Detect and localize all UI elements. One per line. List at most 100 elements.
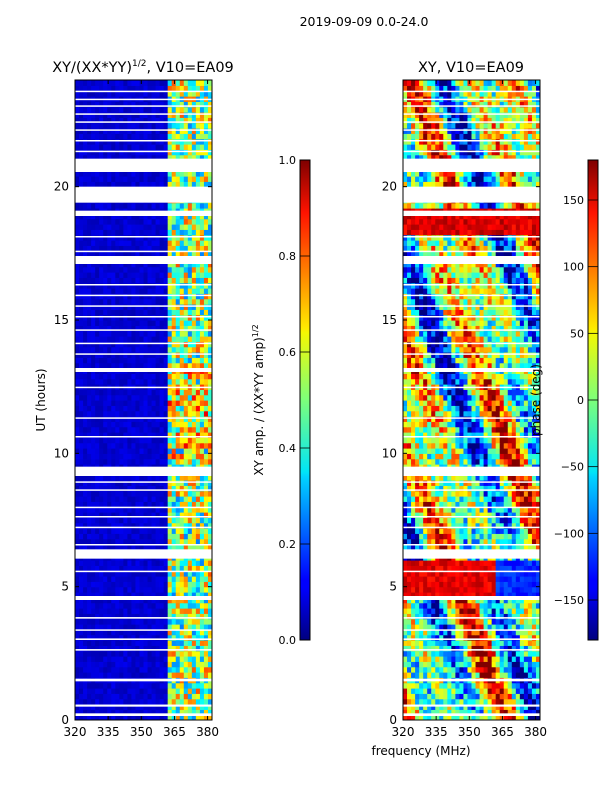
heatmap-cell (115, 293, 120, 300)
heatmap-cell (107, 437, 112, 444)
phase-panel-title: XY, V10=EA09 (418, 60, 524, 76)
heatmap-cell (103, 480, 108, 486)
heatmap-cell (523, 709, 529, 716)
heatmap-cell (155, 410, 161, 417)
heatmap-cell (123, 586, 128, 593)
heatmap-cell (183, 656, 189, 662)
heatmap-cell (155, 490, 161, 497)
heatmap-cell (195, 272, 201, 278)
heatmap-cell (115, 426, 120, 433)
heatmap-cell (147, 405, 153, 412)
heatmap-cell (131, 352, 137, 358)
heatmap-cell (135, 618, 141, 625)
heatmap-cell (143, 272, 149, 278)
heatmap-cell (455, 640, 461, 646)
heatmap-cell (79, 688, 84, 694)
heatmap-cell (91, 106, 96, 113)
heatmap-cell (467, 592, 473, 598)
heatmap-cell (123, 170, 128, 177)
heatmap-cell (207, 544, 212, 550)
heatmap-cell (143, 117, 149, 124)
heatmap-cell (199, 101, 205, 108)
heatmap-cell (515, 693, 521, 700)
heatmap-cell (103, 304, 108, 310)
heatmap-cell (111, 698, 116, 705)
heatmap-cell (119, 181, 124, 188)
heatmap-cell (191, 570, 197, 577)
heatmap-cell (435, 650, 440, 657)
heatmap-cell (415, 634, 420, 641)
heatmap-cell (99, 650, 104, 657)
heatmap-cell (151, 245, 157, 252)
heatmap-cell (159, 501, 165, 508)
heatmap-cell (455, 709, 461, 716)
heatmap-cell (131, 149, 137, 156)
heatmap-cell (95, 112, 100, 118)
heatmap-cell (79, 277, 84, 284)
heatmap-cell (183, 437, 189, 444)
heatmap-cell (167, 229, 173, 236)
heatmap-cell (91, 293, 96, 300)
heatmap-cell (199, 656, 205, 662)
heatmap-cell (91, 528, 96, 534)
heatmap-cell (187, 122, 193, 129)
heatmap-cell (123, 117, 128, 124)
heatmap-cell (155, 90, 161, 97)
heatmap-cell (175, 378, 181, 385)
heatmap-cell (131, 90, 137, 97)
heatmap-cell (451, 693, 456, 700)
heatmap-cell (471, 698, 477, 705)
heatmap-cell (115, 266, 120, 273)
heatmap-cell (467, 672, 473, 678)
heatmap-cell (75, 640, 80, 646)
heatmap-cell (195, 458, 201, 465)
heatmap-cell (87, 128, 92, 134)
heatmap-cell (127, 416, 133, 422)
heatmap-cell (183, 202, 189, 209)
heatmap-cell (175, 298, 181, 305)
heatmap-cell (435, 698, 440, 705)
heatmap-cell (479, 624, 485, 630)
heatmap-cell (123, 517, 128, 524)
heatmap-cell (183, 304, 189, 310)
heatmap-cell (99, 560, 104, 566)
heatmap-cell (499, 672, 505, 678)
heatmap-cell (107, 602, 112, 609)
heatmap-cell (179, 101, 185, 108)
heatmap-cell (203, 234, 209, 241)
heatmap-cell (87, 133, 92, 140)
heatmap-cell (119, 602, 124, 609)
heatmap-cell (75, 496, 80, 502)
heatmap-cell (123, 181, 128, 188)
heatmap-cell (191, 506, 197, 513)
heatmap-cell (147, 272, 153, 278)
heatmap-cell (155, 416, 161, 422)
heatmap-cell (127, 458, 133, 465)
heatmap-cell (119, 149, 124, 156)
heatmap-cell (195, 432, 201, 438)
heatmap-cell (495, 629, 501, 636)
heatmap-cell (187, 245, 193, 252)
heatmap-cell (79, 341, 84, 348)
heatmap-cell (107, 565, 112, 572)
heatmap-cell (95, 688, 100, 694)
heatmap-cell (75, 560, 80, 566)
heatmap-cell (127, 373, 133, 380)
heatmap-cell (187, 586, 193, 593)
heatmap-cell (195, 480, 201, 486)
heatmap-cell (175, 229, 181, 236)
heatmap-cell (103, 293, 108, 300)
heatmap-cell (135, 405, 141, 412)
heatmap-cell (435, 666, 440, 673)
heatmap-cell (127, 666, 133, 673)
heatmap-cell (131, 266, 137, 273)
heatmap-cell (163, 490, 169, 497)
heatmap-cell (419, 714, 424, 720)
heatmap-cell (143, 485, 149, 492)
heatmap-cell (155, 570, 161, 577)
heatmap-cell (439, 698, 444, 705)
heatmap-cell (503, 693, 509, 700)
heatmap-cell (527, 704, 533, 710)
heatmap-cell (151, 474, 157, 481)
heatmap-cell (455, 645, 461, 652)
